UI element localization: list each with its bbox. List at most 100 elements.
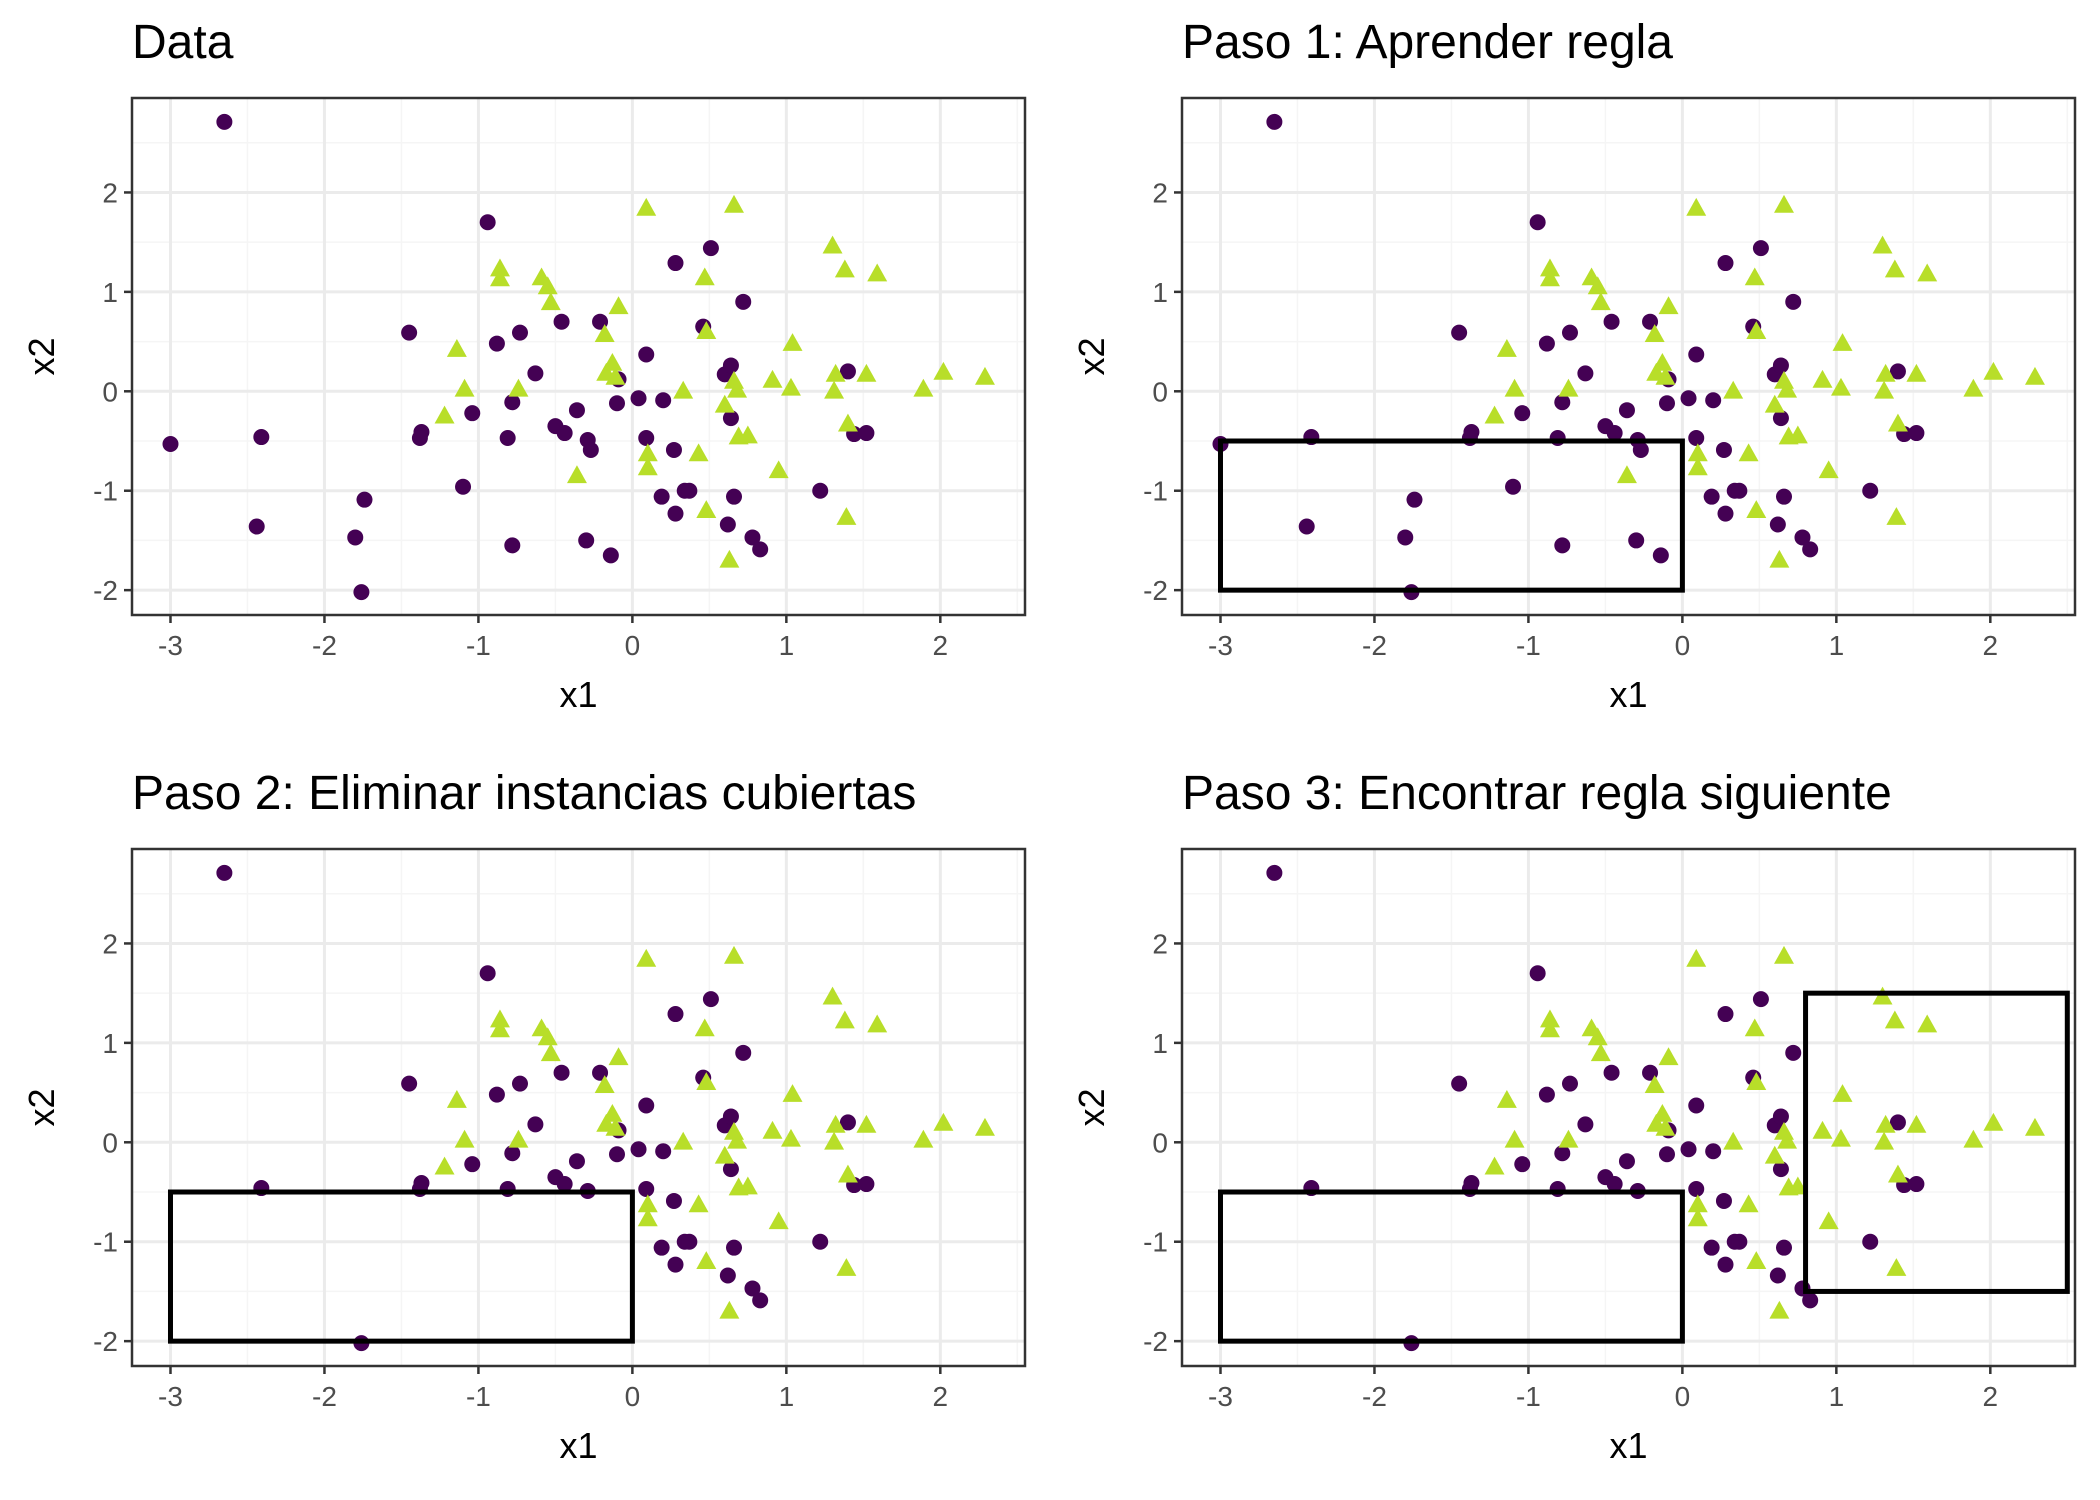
point-class-a <box>1451 1075 1468 1092</box>
point-class-a <box>1505 478 1522 495</box>
points <box>1212 113 2045 601</box>
x-tick-label: 1 <box>779 630 795 661</box>
point-class-b <box>824 380 845 399</box>
point-class-b <box>446 1090 467 1108</box>
point-class-b <box>1504 1129 1525 1148</box>
grid <box>132 849 1025 1366</box>
point-class-b <box>594 324 615 342</box>
point-class-a <box>1680 1141 1697 1158</box>
point-class-a <box>608 395 625 412</box>
point-class-a <box>1889 363 1906 380</box>
point-class-a <box>1266 113 1283 130</box>
y-tick-label: 1 <box>102 1028 118 1059</box>
point-class-b <box>594 1075 615 1093</box>
point-class-b <box>836 507 857 525</box>
grid <box>1182 98 2075 615</box>
point-class-b <box>1812 369 1833 388</box>
point-class-b <box>714 1145 735 1164</box>
point-class-a <box>1577 365 1594 382</box>
point-class-a <box>1862 482 1879 499</box>
points <box>1266 864 2045 1352</box>
point-class-b <box>825 1114 846 1133</box>
points <box>216 864 995 1352</box>
panel-title: Data <box>132 16 234 69</box>
point-class-a <box>511 1075 528 1092</box>
point-class-b <box>1587 276 1608 295</box>
point-class-b <box>1496 1090 1517 1108</box>
point-class-b <box>1787 1176 1808 1195</box>
point-class-b <box>1787 425 1808 444</box>
point-class-a <box>504 537 521 554</box>
point-class-b <box>1644 1075 1665 1093</box>
point-class-b <box>688 443 709 462</box>
point-class-a <box>1603 1064 1620 1081</box>
point-class-a <box>1658 395 1675 412</box>
point-class-b <box>1746 500 1767 518</box>
point-class-a <box>630 390 647 407</box>
point-class-a <box>812 482 829 499</box>
point-class-a <box>1731 482 1748 499</box>
y-axis-title: x2 <box>21 1088 62 1126</box>
point-class-a <box>1703 1239 1720 1256</box>
point-class-a <box>1802 1292 1819 1309</box>
point-class-a <box>1603 313 1620 330</box>
point-class-b <box>1540 268 1560 287</box>
point-class-a <box>1538 1086 1555 1103</box>
point-class-b <box>1738 1194 1759 1213</box>
point-class-b <box>837 413 858 432</box>
point-class-a <box>353 584 370 601</box>
point-class-b <box>1687 1208 1708 1227</box>
point-class-a <box>1688 346 1705 363</box>
x-tick-label: 0 <box>1675 630 1691 661</box>
point-class-a <box>216 113 233 130</box>
point-class-a <box>665 1192 682 1209</box>
point-class-a <box>356 491 373 508</box>
point-class-a <box>1658 1146 1675 1163</box>
point-class-b <box>1540 1019 1560 1038</box>
point-class-a <box>479 214 496 231</box>
point-class-a <box>1529 214 1546 231</box>
point-class-a <box>1794 529 1811 546</box>
point-class-b <box>1540 1009 1560 1028</box>
point-class-a <box>681 482 698 499</box>
panel-title: Paso 3: Encontrar regla siguiente <box>1182 767 1892 820</box>
point-class-a <box>1538 335 1555 352</box>
point-class-b <box>1884 1010 1905 1029</box>
y-tick-label: -1 <box>93 476 118 507</box>
point-class-b <box>1884 259 1905 278</box>
point-class-a <box>722 410 739 427</box>
point-class-a <box>638 346 655 363</box>
point-class-b <box>696 1072 717 1090</box>
x-tick-label: -1 <box>1516 630 1541 661</box>
point-class-b <box>1906 1114 1927 1133</box>
point-class-b <box>737 425 758 444</box>
point-class-a <box>464 1156 481 1173</box>
point-class-b <box>1687 443 1708 462</box>
point-class-b <box>1874 380 1895 399</box>
point-class-b <box>1832 333 1853 351</box>
point-class-a <box>665 441 682 458</box>
x-tick-label: 0 <box>1675 1381 1691 1412</box>
point-class-a <box>568 402 585 419</box>
point-class-b <box>913 378 934 397</box>
point-class-b <box>1764 394 1785 413</box>
point-class-a <box>216 864 233 881</box>
x-tick-label: 1 <box>1829 630 1845 661</box>
x-tick-label: 1 <box>1829 1381 1845 1412</box>
point-class-b <box>1540 258 1560 277</box>
point-class-a <box>858 425 875 442</box>
point-class-b <box>1818 460 1839 479</box>
y-tick-label: 1 <box>1152 277 1168 308</box>
point-class-a <box>726 488 743 505</box>
y-tick-label: -2 <box>1143 575 1168 606</box>
point-class-a <box>1514 405 1531 422</box>
y-tick-label: -1 <box>1143 476 1168 507</box>
point-class-b <box>694 1018 715 1037</box>
point-class-a <box>1406 491 1423 508</box>
panel-border <box>1180 847 2077 1368</box>
point-class-b <box>1687 457 1708 476</box>
y-tick-label: 0 <box>102 1127 118 1158</box>
point-class-a <box>1514 1156 1531 1173</box>
point-class-b <box>1587 1027 1608 1046</box>
point-class-b <box>637 457 658 476</box>
